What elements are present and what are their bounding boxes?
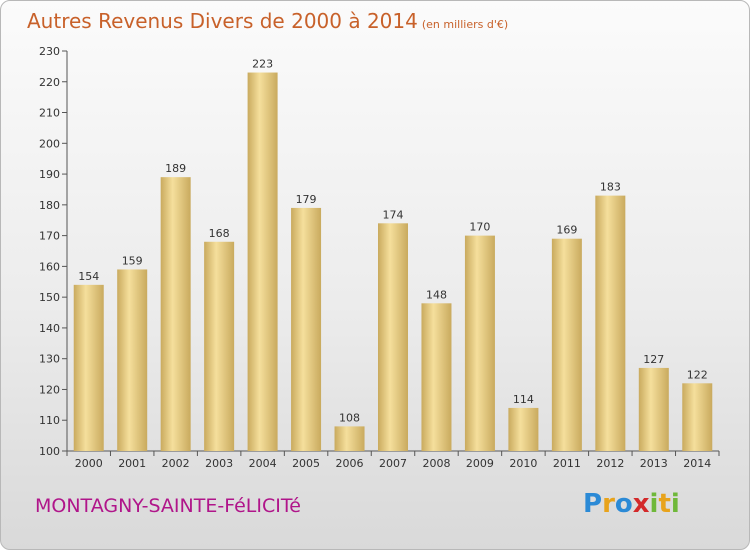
- x-tick-label: 2003: [205, 457, 233, 470]
- y-tick-label: 230: [39, 45, 60, 58]
- data-label: 170: [469, 221, 490, 234]
- bar: [204, 241, 235, 451]
- data-label: 223: [252, 58, 273, 71]
- bar: [160, 177, 191, 451]
- data-label: 122: [687, 368, 708, 381]
- bar: [73, 284, 104, 451]
- y-tick-label: 200: [39, 137, 60, 150]
- data-label: 179: [296, 193, 317, 206]
- x-tick-label: 2009: [466, 457, 494, 470]
- chart-unit: (en milliers d'€): [421, 18, 509, 31]
- x-tick-label: 2014: [683, 457, 711, 470]
- data-label: 154: [78, 270, 99, 283]
- y-tick-label: 190: [39, 168, 60, 181]
- y-tick-label: 210: [39, 107, 60, 120]
- bar: [334, 426, 365, 451]
- proxiti-logo: Proxiti: [583, 489, 680, 519]
- bar: [291, 207, 322, 451]
- x-tick-label: 2013: [640, 457, 668, 470]
- y-tick-label: 150: [39, 291, 60, 304]
- data-label: 159: [122, 254, 143, 267]
- x-tick-label: 2005: [292, 457, 320, 470]
- data-label: 174: [383, 208, 404, 221]
- x-tick-label: 2004: [249, 457, 277, 470]
- bar: [682, 383, 713, 451]
- bar: [464, 235, 495, 451]
- data-label: 148: [426, 288, 447, 301]
- x-tick-label: 2007: [379, 457, 407, 470]
- y-tick-label: 120: [39, 383, 60, 396]
- y-tick-label: 220: [39, 76, 60, 89]
- bar: [117, 269, 148, 451]
- y-tick-label: 110: [39, 414, 60, 427]
- chart-title: Autres Revenus Divers de 2000 à 2014 (en …: [27, 9, 508, 33]
- bar: [247, 72, 278, 452]
- data-label: 127: [643, 353, 664, 366]
- bar: [638, 367, 669, 451]
- bar: [508, 407, 539, 451]
- data-label: 108: [339, 411, 360, 424]
- bar: [595, 195, 626, 451]
- y-tick-label: 180: [39, 199, 60, 212]
- bar: [551, 238, 582, 451]
- y-tick-label: 160: [39, 260, 60, 273]
- data-label: 189: [165, 162, 186, 175]
- x-tick-label: 2012: [596, 457, 624, 470]
- x-tick-label: 2000: [75, 457, 103, 470]
- x-tick-label: 2002: [162, 457, 190, 470]
- y-tick-label: 170: [39, 230, 60, 243]
- x-tick-label: 2006: [336, 457, 364, 470]
- data-label: 183: [600, 181, 621, 194]
- chart-title-text: Autres Revenus Divers de 2000 à 2014: [27, 9, 418, 33]
- commune-name: MONTAGNY-SAINTE-FéLICITé: [35, 495, 301, 517]
- x-tick-label: 2001: [118, 457, 146, 470]
- bar: [378, 223, 408, 451]
- x-tick-label: 2011: [553, 457, 581, 470]
- data-label: 114: [513, 393, 534, 406]
- bar: [421, 303, 452, 451]
- x-tick-label: 2010: [509, 457, 537, 470]
- y-tick-label: 140: [39, 322, 60, 335]
- y-tick-label: 100: [39, 445, 60, 458]
- y-tick-label: 130: [39, 353, 60, 366]
- x-tick-label: 2008: [422, 457, 450, 470]
- data-label: 168: [209, 227, 230, 240]
- data-label: 169: [556, 224, 577, 237]
